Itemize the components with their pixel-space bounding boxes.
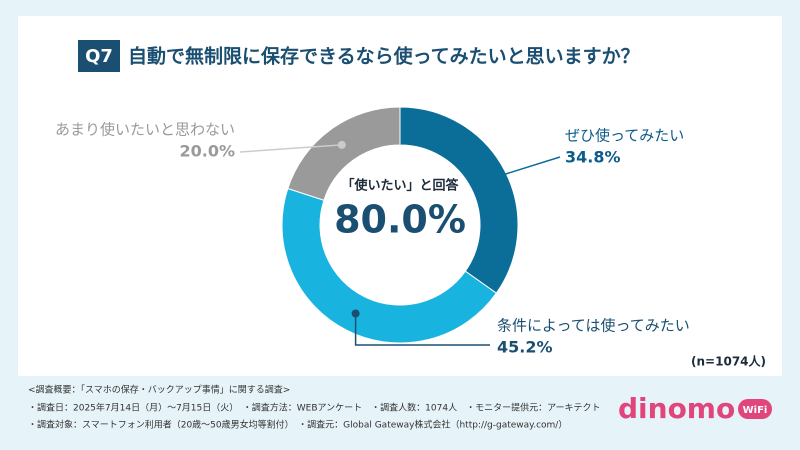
leader-dot <box>337 140 346 149</box>
value-label: 34.8% <box>565 148 621 167</box>
donut-segment <box>287 106 401 201</box>
center-value: 80.0% <box>334 198 466 242</box>
footnote: ・調査日：2025年7月14日（月）〜7月15日（火） ・調査方法：WEBアンケ… <box>28 402 601 414</box>
value-label: 45.2% <box>497 338 553 357</box>
footnote: <調査概要：「スマホの保存・バックアップ事情」に関する調査> <box>28 384 290 396</box>
donut-segment <box>399 106 519 294</box>
logo: dinomo <box>618 392 735 425</box>
donut-segment <box>281 187 498 344</box>
logo-badge: WiFi <box>743 405 768 416</box>
category-label: 条件によっては使ってみたい <box>497 317 690 335</box>
category-label: あまり使いたいと思わない <box>55 121 235 139</box>
badge: Q7 <box>85 46 113 67</box>
leader-dot <box>483 175 492 184</box>
badge-box <box>78 40 120 72</box>
footnote: ・調査対象：スマートフォン利用者（20歳〜50歳男女均等割付） ・調査元：Glo… <box>28 419 567 431</box>
chart-title: 自動で無制限に保存できるなら使ってみたいと思いますか？ <box>128 45 640 68</box>
center-label: 「使いたい」と回答 <box>341 178 459 194</box>
logo-badge-box <box>738 399 772 419</box>
leader-line <box>354 313 490 346</box>
leader-line <box>487 156 561 181</box>
leader-dot <box>351 309 360 318</box>
sample-note: (n=1074人) <box>691 354 766 369</box>
category-label: ぜひ使ってみたい <box>565 127 684 145</box>
leader-line <box>239 144 342 153</box>
value-label: 20.0% <box>179 142 235 161</box>
